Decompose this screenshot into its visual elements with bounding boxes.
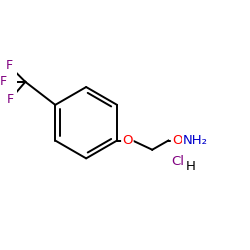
Text: F: F — [0, 75, 7, 88]
Text: O: O — [172, 134, 182, 147]
Text: O: O — [122, 134, 133, 147]
Text: H: H — [186, 160, 196, 173]
Text: Cl: Cl — [172, 155, 185, 168]
Text: NH₂: NH₂ — [183, 134, 208, 147]
Text: F: F — [6, 59, 13, 72]
Text: F: F — [7, 92, 14, 106]
